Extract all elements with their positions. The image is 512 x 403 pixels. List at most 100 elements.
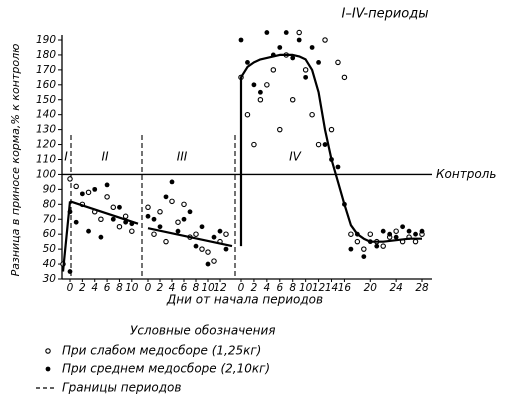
point-medium [92,186,98,192]
y-tick-label: 90 [43,183,57,195]
x-tick-label: 8 [193,282,200,294]
point-medium [374,243,380,249]
x-tick-label: 28 [415,282,429,294]
point-weak [393,228,399,234]
chart-title: I–IV-периоды [341,7,428,22]
point-weak [354,238,361,245]
legend-label: При среднем медосборе (2,10кг) [62,362,270,376]
point-weak [104,194,110,200]
y-tick-label: 50 [43,243,57,255]
point-medium [290,55,296,61]
y-tick-label: 80 [43,198,57,210]
point-medium [169,179,175,185]
period-label: II [101,150,109,164]
point-medium [406,228,412,234]
point-medium [223,246,229,252]
point-medium [277,45,283,50]
point-medium [245,60,250,65]
y-tick-label: 40 [43,258,57,270]
y-tick-label: 160 [36,79,56,91]
legend-marker [45,348,51,354]
point-medium [348,246,354,252]
point-medium [316,60,321,65]
x-tick-label: 6 [276,282,283,294]
point-medium [393,234,399,240]
point-weak [73,183,79,190]
point-medium [251,82,257,88]
point-weak [67,176,73,182]
point-weak [98,216,104,223]
point-weak [169,198,175,205]
point-medium [217,228,223,234]
y-tick-label: 70 [43,213,57,225]
point-medium [67,269,73,274]
y-tick-label: 170 [36,64,56,76]
x-tick-label: 8 [116,282,123,294]
point-weak [151,231,157,237]
point-weak [264,82,270,88]
point-medium [86,228,91,234]
point-weak [85,189,92,196]
point-medium [413,231,418,237]
x-tick-label: 4 [264,282,271,294]
trend-curve [147,227,233,248]
point-medium [361,254,367,259]
point-weak [341,74,348,81]
point-medium [151,216,157,222]
x-tick-label: 10 [299,282,313,294]
point-weak [181,201,187,208]
x-tick-label: 12 [312,282,326,294]
y-tick-label: 150 [36,94,56,106]
point-medium [322,142,328,147]
point-medium [283,30,289,35]
point-weak [328,126,335,133]
point-weak [157,209,163,215]
point-medium [98,234,104,240]
legend-label: Границы периодов [62,381,181,395]
point-medium [387,231,393,237]
point-weak [193,231,199,237]
point-weak [116,223,123,230]
period-label: IV [289,150,302,164]
x-tick-label: 6 [104,282,111,294]
point-weak [257,97,264,103]
x-tick-label: 16 [338,282,352,294]
trend-curve [239,53,422,247]
x-tick-label: 10 [125,282,139,294]
point-medium [187,209,193,215]
point-weak [335,59,341,66]
point-weak [205,249,211,255]
point-weak [322,37,328,43]
y-tick-label: 100 [36,168,56,180]
point-weak [315,141,322,148]
point-weak [175,219,181,225]
point-weak [223,231,229,237]
point-medium [163,194,169,200]
x-tick-label: 2 [79,282,86,294]
point-weak [380,243,386,249]
x-tick-label: 10 [201,282,215,294]
y-tick-label: 140 [36,109,56,121]
point-weak [270,67,277,73]
point-weak [110,204,117,211]
point-medium [257,89,263,95]
period-label: I [64,150,68,164]
x-tick-label: 6 [181,282,188,294]
x-tick-label: 14 [325,282,338,294]
point-medium [79,191,85,197]
point-medium [264,30,270,35]
trend-curve [69,200,139,225]
point-medium [238,37,244,43]
point-weak [361,246,367,252]
x-tick-label: 0 [238,282,245,294]
point-medium [157,224,163,230]
point-medium [175,228,181,234]
x-tick-label: 2 [251,282,258,294]
point-medium [335,164,341,170]
point-medium [205,261,211,267]
point-medium [117,204,122,210]
point-weak [211,258,217,264]
point-medium [181,216,187,222]
point-medium [303,74,309,80]
point-weak [163,238,169,245]
